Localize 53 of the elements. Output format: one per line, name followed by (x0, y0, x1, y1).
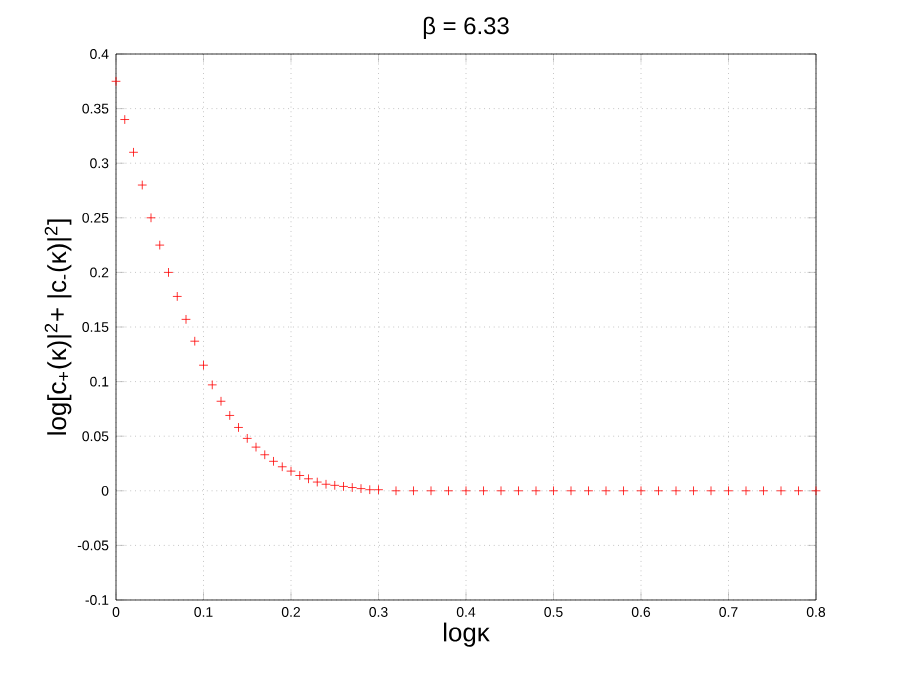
point (583, 486, 594, 496)
point (601, 486, 611, 496)
point (364, 484, 375, 495)
point (119, 114, 130, 125)
point (216, 396, 226, 407)
point (408, 486, 419, 496)
point (181, 314, 191, 325)
point (154, 240, 165, 250)
point (671, 486, 681, 496)
point (338, 481, 349, 492)
point (356, 483, 366, 494)
point (461, 486, 471, 496)
point (233, 422, 244, 433)
point (513, 486, 524, 496)
point (723, 486, 734, 496)
point (329, 480, 340, 491)
point (741, 486, 751, 496)
point (478, 486, 489, 496)
point (443, 486, 454, 496)
point (111, 76, 121, 87)
point (172, 291, 183, 302)
point (706, 486, 716, 496)
point (146, 213, 156, 223)
point (163, 267, 174, 278)
point (496, 486, 506, 496)
point (207, 380, 218, 390)
point (548, 486, 559, 496)
point (636, 486, 646, 496)
point (373, 484, 384, 495)
point (128, 147, 139, 158)
point (531, 486, 541, 496)
point (224, 410, 235, 421)
point (259, 449, 270, 460)
point (811, 486, 821, 496)
point (653, 486, 664, 496)
point (566, 486, 576, 496)
point (618, 486, 629, 496)
point (688, 486, 699, 496)
point (758, 486, 769, 496)
point (347, 482, 358, 493)
point (793, 486, 804, 496)
point (189, 336, 200, 346)
chart-title: β = 6.33 (423, 16, 509, 40)
point (776, 486, 786, 496)
point (251, 442, 261, 452)
point (137, 180, 148, 190)
point (426, 486, 436, 496)
point (198, 360, 209, 370)
point (242, 433, 253, 444)
text: log[c$_{+}$(κ)|$^{2}$+ |c$_{-}$(κ)|$^{2}$] (44, 219, 72, 435)
point (391, 486, 401, 496)
x-axis-title: logκ (443, 622, 490, 647)
point (321, 479, 331, 490)
